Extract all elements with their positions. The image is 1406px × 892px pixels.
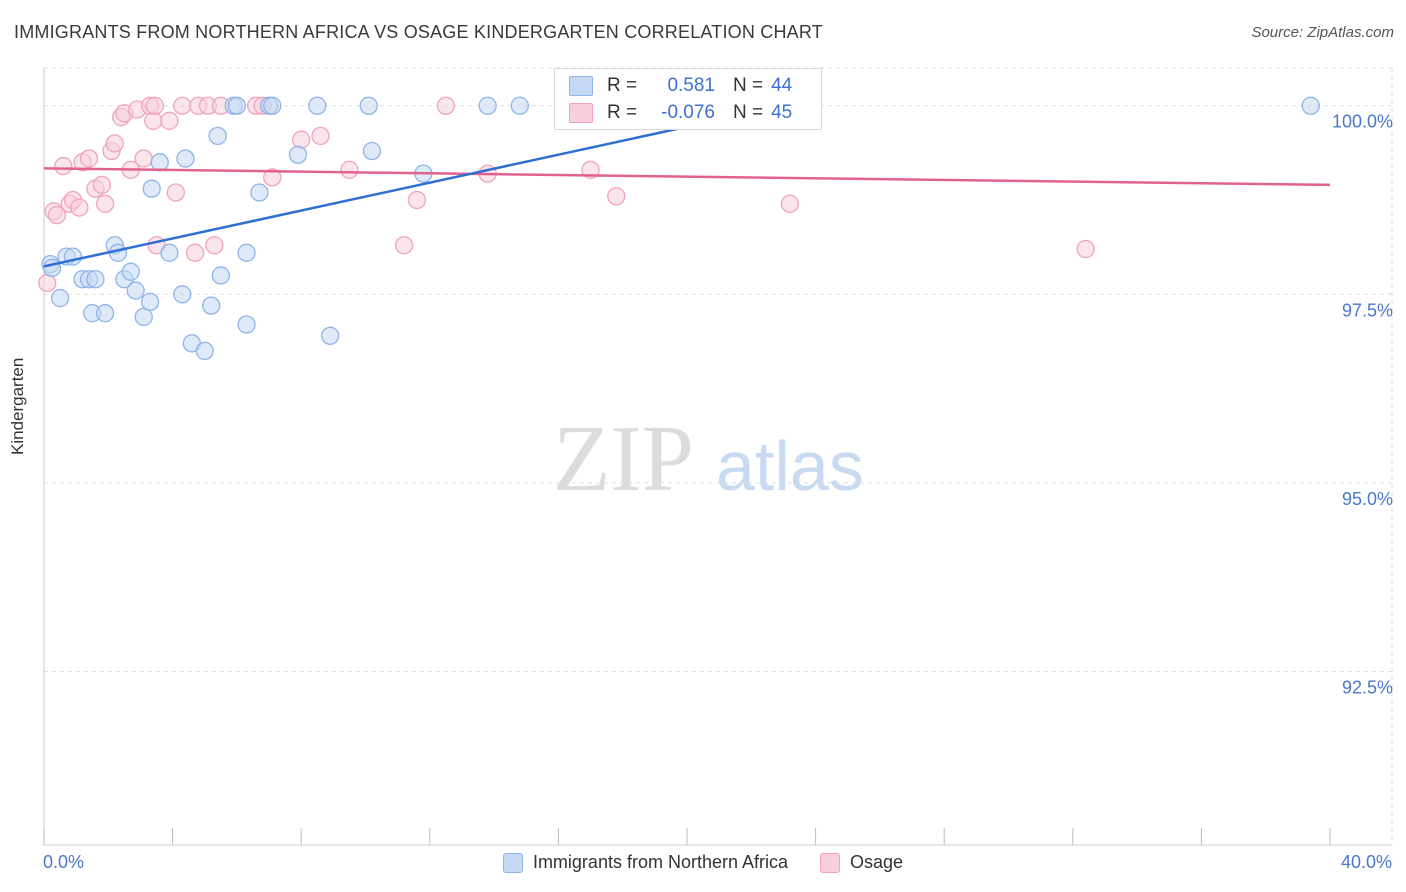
r-value: 0.581: [667, 75, 715, 96]
immigrants-point: [237, 315, 256, 334]
immigrants-point: [320, 326, 340, 345]
osage-point: [105, 134, 124, 153]
osage-point: [263, 168, 282, 187]
watermark: ZIP atlas: [553, 407, 864, 511]
osage-point: [1076, 239, 1095, 259]
immigrants-point: [95, 304, 115, 323]
immigrants-point: [510, 96, 529, 115]
correlation-stats-box: R = 0.581 N = 44 R = -0.076 N = 45: [554, 68, 822, 130]
immigrants-point: [250, 183, 269, 202]
legend: Immigrants from Northern Africa Osage: [0, 852, 1406, 873]
legend-swatch-blue: [502, 852, 523, 873]
n-label: N =: [733, 102, 764, 123]
osage-point: [311, 126, 330, 146]
immigrants-point: [227, 96, 247, 115]
n-value: 45: [771, 102, 793, 123]
immigrants-point: [478, 96, 497, 115]
r-value: -0.076: [661, 102, 715, 123]
n-label: N =: [733, 75, 764, 96]
immigrants-point: [263, 96, 282, 115]
legend-label-osage: Osage: [850, 852, 904, 872]
immigrants-point: [208, 126, 227, 146]
legend-label-immigrants: Immigrants from Northern Africa: [532, 852, 789, 872]
axes: [43, 68, 1392, 846]
immigrants-point: [160, 243, 179, 262]
osage-point: [54, 156, 73, 176]
pink-swatch: [569, 103, 593, 123]
osage-point: [185, 243, 205, 262]
osage-point: [160, 111, 179, 130]
osage-point: [166, 183, 185, 202]
osage-point: [79, 149, 99, 168]
x-tick-max: 40.0%: [1340, 852, 1392, 872]
immigrants-point: [176, 149, 195, 168]
stats-row-immigrants: R = 0.581 N = 44: [569, 74, 792, 98]
osage-point: [47, 205, 67, 225]
legend-item-osage: Osage: [820, 852, 903, 873]
immigrants-point: [134, 307, 153, 327]
x-tick-min: 0.0%: [43, 852, 85, 872]
y-tick-labels: 92.5% 95.0% 97.5% 100.0%: [1332, 112, 1393, 698]
immigrants-point: [195, 341, 214, 361]
immigrants-point: [121, 262, 140, 281]
y-tick-label: 100.0%: [1332, 112, 1393, 132]
osage-point: [134, 149, 153, 168]
immigrants-point: [140, 292, 160, 312]
osage-point: [780, 194, 800, 213]
immigrants-point: [362, 141, 382, 161]
y-tick-label: 97.5%: [1342, 300, 1393, 320]
stats-row-osage: R = -0.076 N = 45: [569, 101, 792, 125]
osage-point: [436, 96, 456, 115]
immigrants-point: [86, 270, 105, 289]
immigrants-points: [41, 96, 1320, 361]
immigrants-point: [126, 281, 145, 300]
osage-trend-line: [43, 167, 1331, 187]
osage-point: [407, 190, 427, 210]
immigrants-point: [288, 145, 308, 164]
immigrants-point: [237, 243, 256, 262]
y-tick-label: 95.0%: [1342, 489, 1393, 509]
immigrants-point: [50, 288, 70, 308]
legend-item-immigrants: Immigrants from Northern Africa: [502, 852, 789, 873]
immigrants-point: [359, 96, 378, 115]
osage-point: [92, 175, 112, 195]
source-label: Source: ZipAtlas.com: [1251, 24, 1394, 41]
immigrants-point: [142, 179, 161, 198]
osage-point: [145, 96, 165, 115]
trend-lines: [43, 106, 1331, 268]
immigrants-point: [202, 296, 221, 315]
osage-point: [144, 111, 163, 130]
osage-point: [607, 187, 626, 206]
immigrants-point: [150, 153, 169, 172]
chart-title: IMMIGRANTS FROM NORTHERN AFRICA VS OSAGE…: [14, 22, 823, 42]
r-label: R =: [607, 75, 638, 96]
osage-point: [292, 130, 311, 149]
immigrants-point: [211, 266, 230, 285]
immigrants-point: [308, 96, 327, 115]
osage-point: [70, 198, 89, 217]
immigrants-point: [1301, 96, 1320, 115]
watermark-zip: ZIP: [553, 407, 694, 511]
blue-swatch: [569, 76, 593, 96]
watermark-atlas: atlas: [716, 427, 864, 505]
n-value: 44: [771, 75, 793, 96]
osage-point: [394, 236, 414, 255]
y-tick-label: 92.5%: [1342, 677, 1393, 697]
immigrants-point: [173, 285, 192, 304]
osage-point: [205, 236, 224, 255]
legend-swatch-pink: [820, 852, 841, 873]
immigrants-trend-line: [43, 106, 778, 268]
osage-point: [340, 160, 359, 179]
osage-point: [173, 96, 192, 115]
osage-point: [95, 194, 115, 213]
r-label: R =: [607, 102, 638, 123]
immigrants-point: [42, 258, 62, 278]
osage-point: [38, 273, 57, 293]
